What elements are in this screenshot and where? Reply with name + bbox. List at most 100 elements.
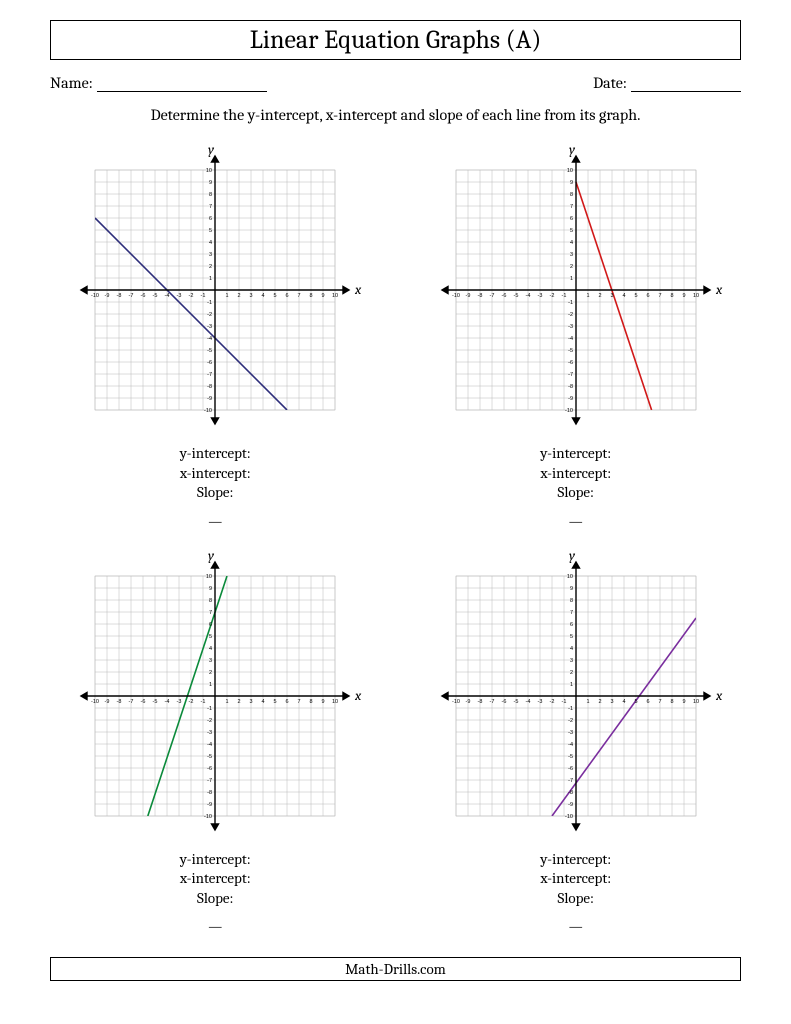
x-intercept-label: x-intercept: <box>540 869 611 889</box>
svg-text:10: 10 <box>567 574 573 580</box>
svg-text:-8: -8 <box>568 384 573 390</box>
svg-text:6: 6 <box>646 293 649 299</box>
svg-text:-9: -9 <box>568 396 573 402</box>
svg-text:9: 9 <box>322 699 325 705</box>
svg-text:-7: -7 <box>489 699 494 705</box>
svg-text:x: x <box>354 281 362 298</box>
svg-text:6: 6 <box>286 699 289 705</box>
svg-text:-1: -1 <box>201 699 206 705</box>
svg-text:6: 6 <box>286 293 289 299</box>
svg-text:1: 1 <box>209 682 212 688</box>
svg-text:4: 4 <box>622 293 625 299</box>
svg-text:-9: -9 <box>207 802 212 808</box>
svg-text:5: 5 <box>570 228 573 234</box>
svg-text:5: 5 <box>634 699 637 705</box>
svg-text:9: 9 <box>682 699 685 705</box>
svg-text:-6: -6 <box>141 293 146 299</box>
svg-text:-4: -4 <box>207 742 212 748</box>
svg-text:6: 6 <box>209 622 212 628</box>
date-label: Date: <box>593 74 627 92</box>
svg-text:y: y <box>208 547 215 564</box>
y-intercept-label: y-intercept: <box>180 444 251 464</box>
svg-text:3: 3 <box>209 252 212 258</box>
svg-text:-4: -4 <box>165 293 170 299</box>
svg-text:1: 1 <box>570 682 573 688</box>
svg-text:5: 5 <box>209 634 212 640</box>
svg-text:-5: -5 <box>153 293 158 299</box>
x-intercept-label: x-intercept: <box>180 869 251 889</box>
svg-text:3: 3 <box>570 252 573 258</box>
slope-label: Slope: <box>180 889 251 909</box>
svg-text:1: 1 <box>226 293 229 299</box>
svg-text:-8: -8 <box>568 790 573 796</box>
title-box: Linear Equation Graphs (A) <box>50 20 741 60</box>
slope-label: Slope: <box>180 483 251 503</box>
svg-text:-4: -4 <box>568 336 573 342</box>
svg-text:-1: -1 <box>207 706 212 712</box>
svg-text:-10: -10 <box>452 699 460 705</box>
svg-text:8: 8 <box>209 192 212 198</box>
chart-cell-2: -10-9-8-7-6-5-4-3-2-112345678910-10-9-8-… <box>411 140 742 536</box>
svg-text:-10: -10 <box>565 408 573 414</box>
svg-text:-10: -10 <box>452 293 460 299</box>
svg-text:2: 2 <box>570 670 573 676</box>
svg-text:8: 8 <box>670 293 673 299</box>
svg-text:-2: -2 <box>207 312 212 318</box>
y-intercept-label: y-intercept: <box>180 850 251 870</box>
svg-text:2: 2 <box>598 293 601 299</box>
svg-text:2: 2 <box>209 670 212 676</box>
svg-text:y: y <box>569 547 576 564</box>
svg-text:-10: -10 <box>91 293 99 299</box>
svg-text:-5: -5 <box>207 754 212 760</box>
svg-text:-1: -1 <box>561 699 566 705</box>
svg-text:-3: -3 <box>177 699 182 705</box>
svg-text:-8: -8 <box>117 293 122 299</box>
y-intercept-label: y-intercept: <box>540 444 611 464</box>
svg-text:1: 1 <box>226 699 229 705</box>
svg-text:-7: -7 <box>489 293 494 299</box>
svg-text:3: 3 <box>250 293 253 299</box>
svg-text:10: 10 <box>206 574 212 580</box>
chart-cell-1: -10-9-8-7-6-5-4-3-2-112345678910-10-9-8-… <box>50 140 381 536</box>
name-blank[interactable] <box>97 77 267 92</box>
svg-text:10: 10 <box>332 699 338 705</box>
svg-text:2: 2 <box>238 293 241 299</box>
svg-text:-2: -2 <box>189 699 194 705</box>
svg-text:-5: -5 <box>153 699 158 705</box>
y-intercept-label: y-intercept: <box>540 850 611 870</box>
dash-2: — <box>569 513 583 530</box>
svg-text:-9: -9 <box>465 699 470 705</box>
svg-text:10: 10 <box>693 293 699 299</box>
svg-text:9: 9 <box>682 293 685 299</box>
svg-text:8: 8 <box>310 293 313 299</box>
svg-text:6: 6 <box>570 216 573 222</box>
svg-text:-1: -1 <box>568 300 573 306</box>
svg-text:9: 9 <box>322 293 325 299</box>
date-blank[interactable] <box>631 77 741 92</box>
svg-text:6: 6 <box>209 216 212 222</box>
svg-text:7: 7 <box>298 699 301 705</box>
answers-1: y-intercept: x-intercept: Slope: <box>180 444 251 503</box>
instruction-text: Determine the y-intercept, x-intercept a… <box>50 106 741 124</box>
svg-text:4: 4 <box>209 240 212 246</box>
svg-text:x: x <box>715 687 723 704</box>
svg-text:-4: -4 <box>525 293 530 299</box>
svg-text:-7: -7 <box>568 372 573 378</box>
chart-4: -10-9-8-7-6-5-4-3-2-112345678910-10-9-8-… <box>426 546 726 846</box>
svg-text:-7: -7 <box>129 293 134 299</box>
svg-text:-1: -1 <box>561 293 566 299</box>
svg-text:-7: -7 <box>568 778 573 784</box>
dash-4: — <box>569 918 583 935</box>
svg-text:1: 1 <box>586 293 589 299</box>
chart-cell-3: -10-9-8-7-6-5-4-3-2-112345678910-10-9-8-… <box>50 546 381 942</box>
svg-text:-1: -1 <box>568 706 573 712</box>
svg-text:9: 9 <box>209 586 212 592</box>
svg-text:-6: -6 <box>568 360 573 366</box>
svg-text:7: 7 <box>658 699 661 705</box>
svg-text:-2: -2 <box>189 293 194 299</box>
svg-text:3: 3 <box>209 658 212 664</box>
svg-text:10: 10 <box>693 699 699 705</box>
svg-text:-2: -2 <box>207 718 212 724</box>
svg-text:8: 8 <box>570 598 573 604</box>
slope-label: Slope: <box>540 889 611 909</box>
